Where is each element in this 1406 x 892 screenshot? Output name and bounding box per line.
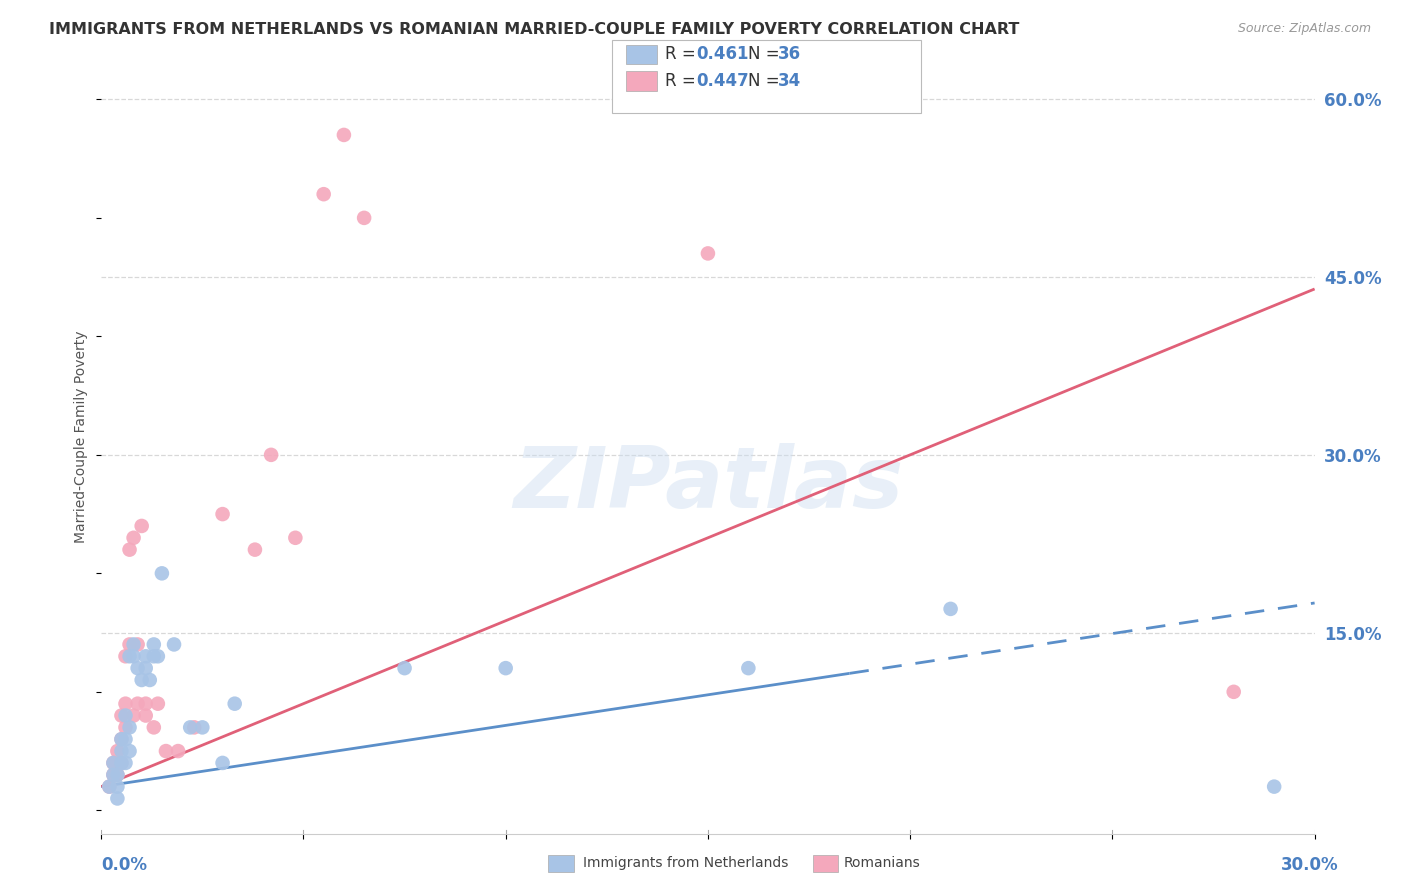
Point (118, 542, 141, 557)
Text: 0.461: 0.461 (696, 45, 748, 63)
Text: 0.0%: 0.0% (101, 855, 148, 873)
Text: Romanians: Romanians (844, 856, 921, 870)
Point (127, 661, 149, 675)
Text: 36: 36 (778, 45, 800, 63)
Point (107, 768, 129, 782)
Point (135, 649, 157, 664)
Point (155, 744, 177, 758)
Point (1222, 685, 1244, 699)
Point (243, 542, 266, 557)
Text: R =: R = (665, 72, 702, 90)
Point (211, 507, 233, 521)
Y-axis label: Married-Couple Family Poverty: Married-Couple Family Poverty (75, 331, 89, 543)
Point (114, 720, 136, 734)
Point (191, 720, 214, 734)
Point (312, 187, 335, 202)
Text: 34: 34 (778, 72, 801, 90)
Point (142, 720, 165, 734)
Point (110, 708, 132, 723)
Point (146, 649, 169, 664)
Point (103, 768, 125, 782)
Point (114, 732, 136, 747)
Text: ZIPatlas: ZIPatlas (513, 443, 903, 526)
Point (142, 649, 165, 664)
Point (1263, 780, 1285, 794)
Point (122, 637, 145, 651)
Point (146, 697, 169, 711)
Text: N =: N = (748, 45, 785, 63)
Point (110, 756, 132, 770)
Text: Source: ZipAtlas.com: Source: ZipAtlas.com (1237, 22, 1371, 36)
Point (107, 744, 129, 758)
Point (107, 791, 129, 805)
Point (135, 708, 157, 723)
Point (333, 128, 356, 142)
Point (127, 697, 149, 711)
Text: 30.0%: 30.0% (1281, 855, 1339, 873)
Point (394, 661, 416, 675)
Point (260, 448, 283, 462)
Point (127, 637, 149, 651)
Point (131, 673, 153, 687)
Point (135, 661, 157, 675)
Text: 0.447: 0.447 (696, 72, 749, 90)
Point (135, 697, 157, 711)
Point (142, 637, 165, 651)
Point (110, 732, 132, 747)
Point (118, 744, 141, 758)
Point (110, 732, 132, 747)
Point (107, 768, 129, 782)
Point (939, 602, 962, 616)
Text: Immigrants from Netherlands: Immigrants from Netherlands (583, 856, 789, 870)
Point (737, 661, 759, 675)
Text: N =: N = (748, 72, 785, 90)
Point (163, 637, 186, 651)
Point (98, 780, 121, 794)
Point (150, 566, 173, 581)
Point (103, 756, 125, 770)
Point (103, 756, 125, 770)
Point (139, 673, 162, 687)
Text: IMMIGRANTS FROM NETHERLANDS VS ROMANIAN MARRIED-COUPLE FAMILY POVERTY CORRELATIO: IMMIGRANTS FROM NETHERLANDS VS ROMANIAN … (49, 22, 1019, 37)
Point (284, 531, 307, 545)
Point (110, 756, 132, 770)
Point (118, 637, 141, 651)
Point (179, 720, 201, 734)
Point (114, 649, 136, 664)
Point (183, 720, 205, 734)
Point (167, 744, 190, 758)
Point (224, 697, 246, 711)
Point (131, 519, 153, 533)
Text: R =: R = (665, 45, 702, 63)
Point (495, 661, 517, 675)
Point (211, 756, 233, 770)
Point (114, 697, 136, 711)
Point (98, 780, 121, 794)
Point (122, 708, 145, 723)
Point (114, 756, 136, 770)
Point (114, 708, 136, 723)
Point (353, 211, 375, 225)
Point (110, 744, 132, 758)
Point (107, 780, 129, 794)
Point (118, 720, 141, 734)
Point (697, 246, 720, 260)
Point (122, 531, 145, 545)
Point (103, 768, 125, 782)
Point (118, 649, 141, 664)
Point (122, 649, 145, 664)
